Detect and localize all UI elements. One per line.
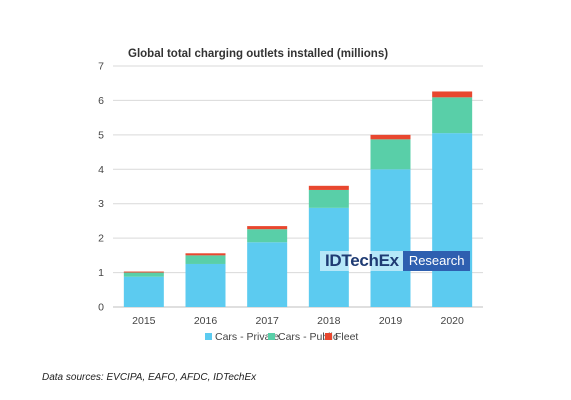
- y-tick-label: 3: [98, 198, 104, 210]
- watermark-tag: Research: [402, 251, 471, 271]
- bar-segment-cars-public: [247, 229, 288, 243]
- bar-segment-cars-private: [370, 169, 411, 307]
- x-tick-label: 2018: [317, 315, 341, 327]
- bar-segment-cars-private: [123, 276, 164, 307]
- bar-segment-cars-private: [185, 263, 226, 307]
- bar-segment-cars-public: [370, 139, 411, 170]
- x-tick-label: 2015: [132, 315, 156, 327]
- bar-segment-cars-private: [247, 242, 288, 307]
- y-tick-label: 7: [98, 61, 104, 73]
- legend-swatch: [325, 333, 332, 340]
- gridlines: [113, 65, 483, 308]
- chart-title: Global total charging outlets installed …: [128, 48, 388, 60]
- bar-segment-cars-private: [432, 133, 473, 307]
- legend-label: Cars - Public: [278, 331, 338, 343]
- bars: [123, 91, 473, 307]
- y-tick-label: 2: [98, 233, 104, 245]
- bar-segment-cars-public: [432, 97, 473, 134]
- bar-segment-fleet: [308, 185, 349, 190]
- y-tick-label: 4: [98, 164, 104, 176]
- bar-segment-fleet: [185, 253, 226, 256]
- bar-segment-cars-public: [308, 189, 349, 208]
- x-tick-label: 2020: [440, 315, 464, 327]
- watermark-brand: IDTechEx: [320, 251, 403, 271]
- x-tick-label: 2017: [255, 315, 279, 327]
- y-tick-label: 0: [98, 302, 104, 314]
- legend-swatch: [268, 333, 275, 340]
- bar-segment-fleet: [247, 226, 288, 230]
- data-sources-note: Data sources: EVCIPA, EAFO, AFDC, IDTech…: [42, 372, 257, 383]
- x-tick-label: 2016: [194, 315, 218, 327]
- y-tick-label: 1: [98, 267, 104, 279]
- x-tick-label: 2019: [379, 315, 403, 327]
- legend-label: Fleet: [335, 331, 358, 343]
- idtechex-watermark: IDTechEx Research: [320, 251, 471, 271]
- y-axis-ticks: 0 1 2 3 4 5 6 7: [98, 61, 104, 314]
- bar-segment-fleet: [123, 271, 164, 273]
- y-tick-label: 6: [98, 95, 104, 107]
- y-tick-label: 5: [98, 129, 104, 141]
- bar-segment-cars-public: [123, 272, 164, 277]
- x-axis-ticks: 2015 2016 2017 2018 2019 2020: [132, 315, 464, 327]
- legend-swatch: [205, 333, 212, 340]
- legend-label: Cars - Private: [215, 331, 279, 343]
- bar-segment-fleet: [432, 91, 473, 98]
- bar-segment-cars-public: [185, 255, 226, 264]
- bar-segment-fleet: [370, 134, 411, 140]
